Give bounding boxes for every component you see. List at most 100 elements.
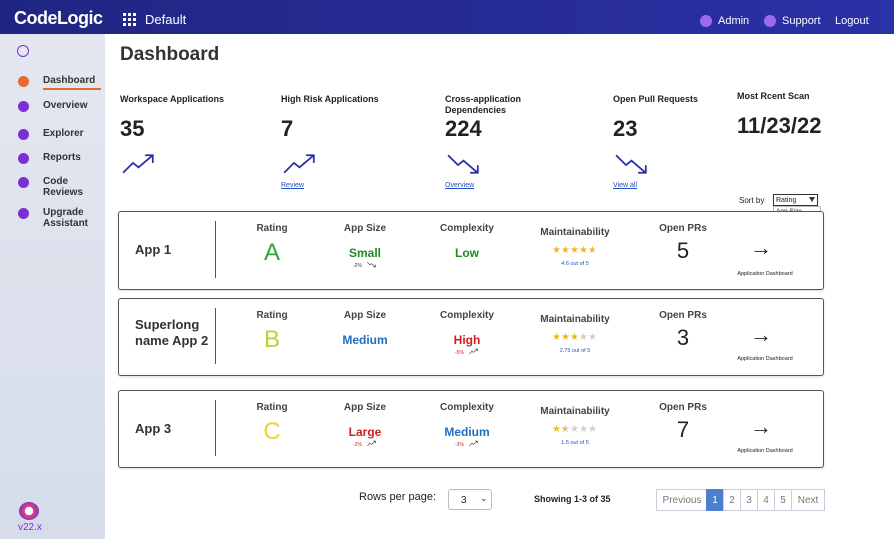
divider bbox=[215, 221, 216, 278]
rating: C bbox=[263, 418, 281, 445]
version: v22.x bbox=[18, 522, 42, 533]
metric: Medium bbox=[444, 425, 490, 439]
next-button[interactable]: Next bbox=[791, 489, 825, 511]
trend-icon bbox=[122, 154, 154, 174]
column-header: Maintainability bbox=[540, 406, 610, 417]
column-header: App Size bbox=[343, 402, 387, 413]
nav-link[interactable]: Admin bbox=[718, 15, 750, 27]
column-header: Open PRs bbox=[659, 402, 707, 413]
trend-icon bbox=[447, 154, 479, 174]
maintainability-score: 4.6 out of 5 bbox=[561, 261, 589, 267]
stat-label: Open Pull Requests bbox=[613, 94, 699, 104]
sidebar-item[interactable]: Dashboard bbox=[43, 75, 101, 90]
nav-icon bbox=[18, 208, 29, 219]
nav-icon bbox=[18, 101, 29, 112]
star: ★ bbox=[552, 424, 561, 435]
arrow-link[interactable]: → bbox=[750, 322, 772, 347]
nav-link[interactable]: Support bbox=[782, 15, 821, 27]
stat-label: Workspace Applications bbox=[120, 94, 225, 104]
logo-mark bbox=[19, 502, 39, 520]
page-button[interactable]: 1 bbox=[706, 489, 724, 511]
metric-change: -3% bbox=[455, 442, 464, 448]
divider bbox=[215, 308, 216, 364]
metric: Small bbox=[348, 246, 381, 260]
column-header: Complexity bbox=[440, 402, 494, 413]
arrow-link[interactable]: → bbox=[750, 235, 772, 260]
sidebar-item[interactable]: Code Reviews bbox=[43, 176, 84, 198]
star: ★ bbox=[570, 332, 579, 343]
select-caret: ⌄ bbox=[480, 493, 488, 503]
nav-link[interactable]: Logout bbox=[835, 15, 869, 27]
rows-label: Rows per page: bbox=[359, 491, 437, 503]
prev-button[interactable]: Previous bbox=[656, 489, 708, 511]
star: ★ bbox=[579, 332, 588, 343]
star: ★ bbox=[552, 245, 561, 256]
column-header: App Size bbox=[343, 223, 387, 234]
column-header: Rating bbox=[256, 223, 288, 234]
app-name: App 3 bbox=[135, 421, 172, 436]
star: ★ bbox=[579, 245, 588, 256]
sidebar-item[interactable]: Overview bbox=[43, 100, 88, 111]
collapse-button[interactable] bbox=[17, 45, 29, 57]
sidebar-item[interactable]: Reports bbox=[43, 152, 81, 163]
column-header: Complexity bbox=[440, 310, 494, 321]
star: ★ bbox=[579, 424, 588, 435]
metric: Large bbox=[348, 425, 382, 439]
rows-select[interactable]: 3 bbox=[448, 489, 492, 510]
star: ★ bbox=[588, 332, 597, 343]
open-prs: 5 bbox=[676, 238, 690, 263]
trend-icon bbox=[469, 440, 478, 447]
column-header: App Size bbox=[343, 310, 387, 321]
metric-change: -5% bbox=[455, 350, 464, 356]
dashboard-link[interactable]: Application Dashboard bbox=[737, 448, 793, 454]
page-button[interactable]: 5 bbox=[774, 489, 792, 511]
star: ★ bbox=[561, 332, 570, 343]
app-name: App 1 bbox=[135, 242, 172, 257]
trend-icon bbox=[367, 261, 376, 268]
stat-link[interactable]: Overview bbox=[445, 182, 475, 189]
column-header: Rating bbox=[256, 310, 288, 321]
sort-select[interactable]: Rating bbox=[773, 194, 818, 206]
nav-icon bbox=[764, 15, 776, 27]
sidebar bbox=[0, 34, 105, 539]
stat-value: 11/23/22 bbox=[737, 113, 822, 138]
column-header: Complexity bbox=[440, 223, 494, 234]
star: ★ bbox=[588, 424, 597, 435]
dashboard-link[interactable]: Application Dashboard bbox=[737, 356, 793, 362]
sidebar-item[interactable]: Explorer bbox=[43, 128, 84, 139]
workspace-name[interactable]: Default bbox=[145, 12, 187, 27]
stat-label: Cross-application Dependencies bbox=[445, 94, 522, 115]
stat-value: 224 bbox=[445, 116, 482, 141]
nav-icon bbox=[18, 129, 29, 140]
nav-icon bbox=[700, 15, 712, 27]
sidebar-item[interactable]: Upgrade Assistant bbox=[43, 207, 89, 229]
page-title: Dashboard bbox=[120, 44, 220, 65]
page-button[interactable]: 2 bbox=[723, 489, 741, 511]
stat-label: Most Rcent Scan bbox=[737, 91, 810, 101]
showing: Showing 1-3 of 35 bbox=[534, 494, 611, 504]
arrow-link[interactable]: → bbox=[750, 414, 772, 439]
metric-change: -2% bbox=[353, 263, 362, 269]
trend-icon bbox=[283, 154, 315, 174]
nav-icon bbox=[18, 153, 29, 164]
sort-label: Sort by bbox=[739, 196, 765, 205]
maintainability-score: 2.75 out of 5 bbox=[559, 348, 591, 354]
stat-link[interactable]: Review bbox=[281, 182, 304, 189]
dashboard-link[interactable]: Application Dashboard bbox=[737, 271, 793, 277]
star: ★ bbox=[570, 424, 579, 435]
page-button[interactable]: 3 bbox=[740, 489, 758, 511]
stat-link[interactable]: View all bbox=[613, 182, 637, 189]
nav-icon bbox=[18, 76, 29, 87]
metric: Low bbox=[455, 246, 479, 260]
app-name: Superlong name App 2 bbox=[135, 317, 209, 348]
rating: B bbox=[263, 326, 280, 353]
metric-change: -2% bbox=[353, 442, 362, 448]
stat-value: 7 bbox=[281, 116, 294, 141]
column-header: Maintainability bbox=[540, 227, 610, 238]
nav-icon bbox=[18, 177, 29, 188]
trend-icon bbox=[615, 154, 647, 174]
brand: CodeLogic bbox=[14, 8, 103, 28]
column-header: Open PRs bbox=[659, 310, 707, 321]
page-button[interactable]: 4 bbox=[757, 489, 775, 511]
apps-grid-icon[interactable] bbox=[123, 13, 136, 26]
